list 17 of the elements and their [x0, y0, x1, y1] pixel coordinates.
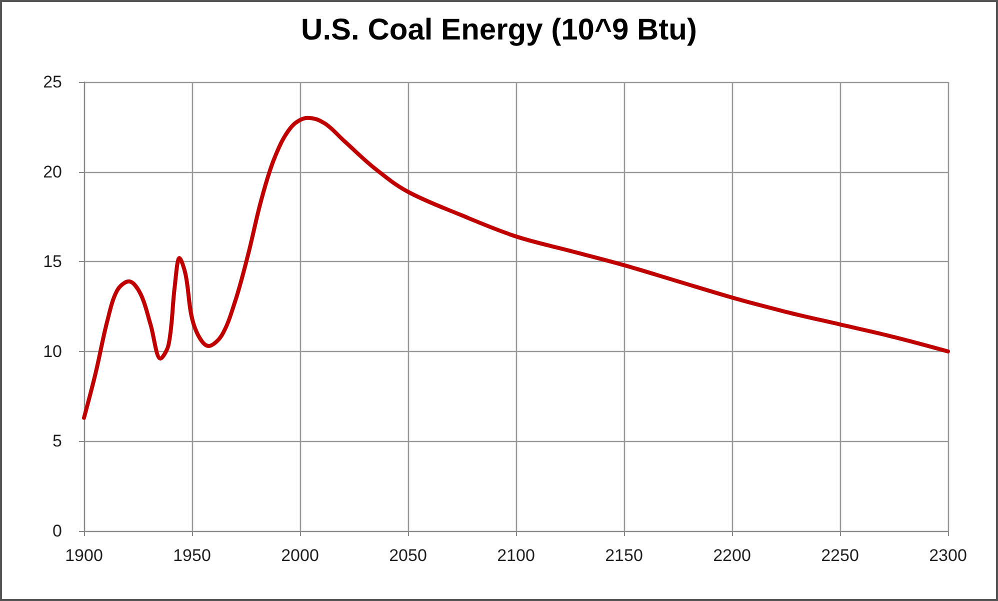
y-tick-label: 0 [52, 522, 62, 540]
x-tick-label: 2300 [929, 546, 967, 565]
x-tick-label: 2250 [821, 546, 859, 565]
y-tick-label: 15 [43, 252, 62, 272]
chart-title: U.S. Coal Energy (10^9 Btu) [301, 14, 697, 46]
x-tick-label: 2200 [713, 546, 751, 565]
x-tick-label: 1950 [173, 546, 211, 565]
y-tick-label: 20 [43, 162, 62, 182]
y-tick-label: 5 [52, 432, 62, 451]
x-tick-label: 2000 [281, 546, 319, 565]
x-tick-label: 2100 [497, 546, 535, 565]
x-tick-label: 2050 [389, 546, 427, 565]
y-tick-label: 25 [43, 72, 62, 92]
x-tick-label: 2150 [605, 546, 643, 565]
y-tick-label: 10 [43, 342, 62, 361]
line-series [82, 116, 950, 420]
x-tick-label: 1900 [65, 546, 103, 565]
